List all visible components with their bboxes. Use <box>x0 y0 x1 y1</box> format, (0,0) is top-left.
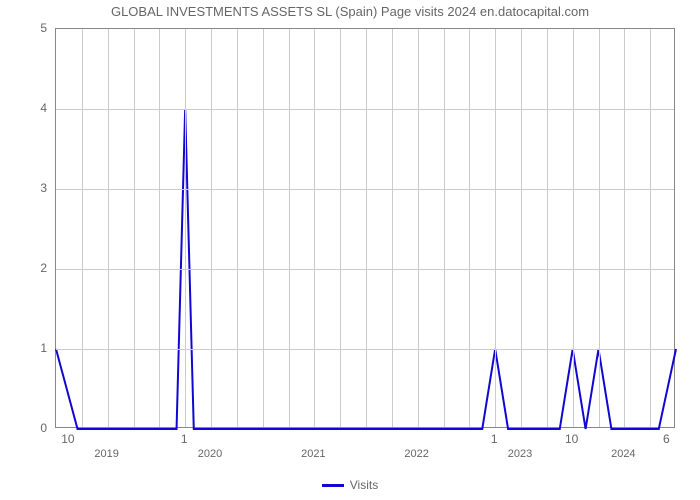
grid-line-vertical <box>599 29 600 427</box>
legend-label: Visits <box>350 478 378 492</box>
grid-line-vertical <box>159 29 160 427</box>
grid-line-vertical <box>82 29 83 427</box>
grid-line-vertical <box>211 29 212 427</box>
grid-line-vertical <box>573 29 574 427</box>
grid-line-vertical <box>495 29 496 427</box>
y-tick-label: 3 <box>0 181 47 195</box>
grid-line-vertical <box>340 29 341 427</box>
x-year-label: 2021 <box>288 448 338 460</box>
grid-line-vertical <box>547 29 548 427</box>
x-year-label: 2024 <box>598 448 648 460</box>
y-tick-label: 4 <box>0 101 47 115</box>
x-tick-label: 10 <box>552 432 592 446</box>
x-tick-label: 10 <box>48 432 88 446</box>
grid-line-vertical <box>521 29 522 427</box>
grid-line-vertical <box>444 29 445 427</box>
x-year-label: 2022 <box>392 448 442 460</box>
grid-line-vertical <box>289 29 290 427</box>
grid-line-vertical <box>263 29 264 427</box>
grid-line-vertical <box>469 29 470 427</box>
x-tick-label: 6 <box>646 432 686 446</box>
chart-title: GLOBAL INVESTMENTS ASSETS SL (Spain) Pag… <box>0 4 700 19</box>
x-year-label: 2023 <box>495 448 545 460</box>
grid-line-vertical <box>366 29 367 427</box>
legend: Visits <box>0 478 700 492</box>
x-year-label: 2019 <box>82 448 132 460</box>
y-tick-label: 0 <box>0 421 47 435</box>
grid-line-horizontal <box>56 269 674 270</box>
grid-line-vertical <box>237 29 238 427</box>
y-tick-label: 2 <box>0 261 47 275</box>
x-tick-label: 1 <box>164 432 204 446</box>
y-tick-label: 1 <box>0 341 47 355</box>
grid-line-vertical <box>108 29 109 427</box>
grid-line-vertical <box>650 29 651 427</box>
grid-line-horizontal <box>56 189 674 190</box>
grid-line-vertical <box>392 29 393 427</box>
legend-swatch <box>322 484 344 487</box>
grid-line-horizontal <box>56 109 674 110</box>
grid-line-horizontal <box>56 349 674 350</box>
grid-line-vertical <box>185 29 186 427</box>
grid-line-vertical <box>134 29 135 427</box>
x-tick-label: 1 <box>474 432 514 446</box>
grid-line-vertical <box>314 29 315 427</box>
y-tick-label: 5 <box>0 21 47 35</box>
grid-line-vertical <box>624 29 625 427</box>
chart-container: GLOBAL INVESTMENTS ASSETS SL (Spain) Pag… <box>0 0 700 500</box>
x-year-label: 2020 <box>185 448 235 460</box>
plot-area <box>55 28 675 428</box>
grid-line-vertical <box>418 29 419 427</box>
